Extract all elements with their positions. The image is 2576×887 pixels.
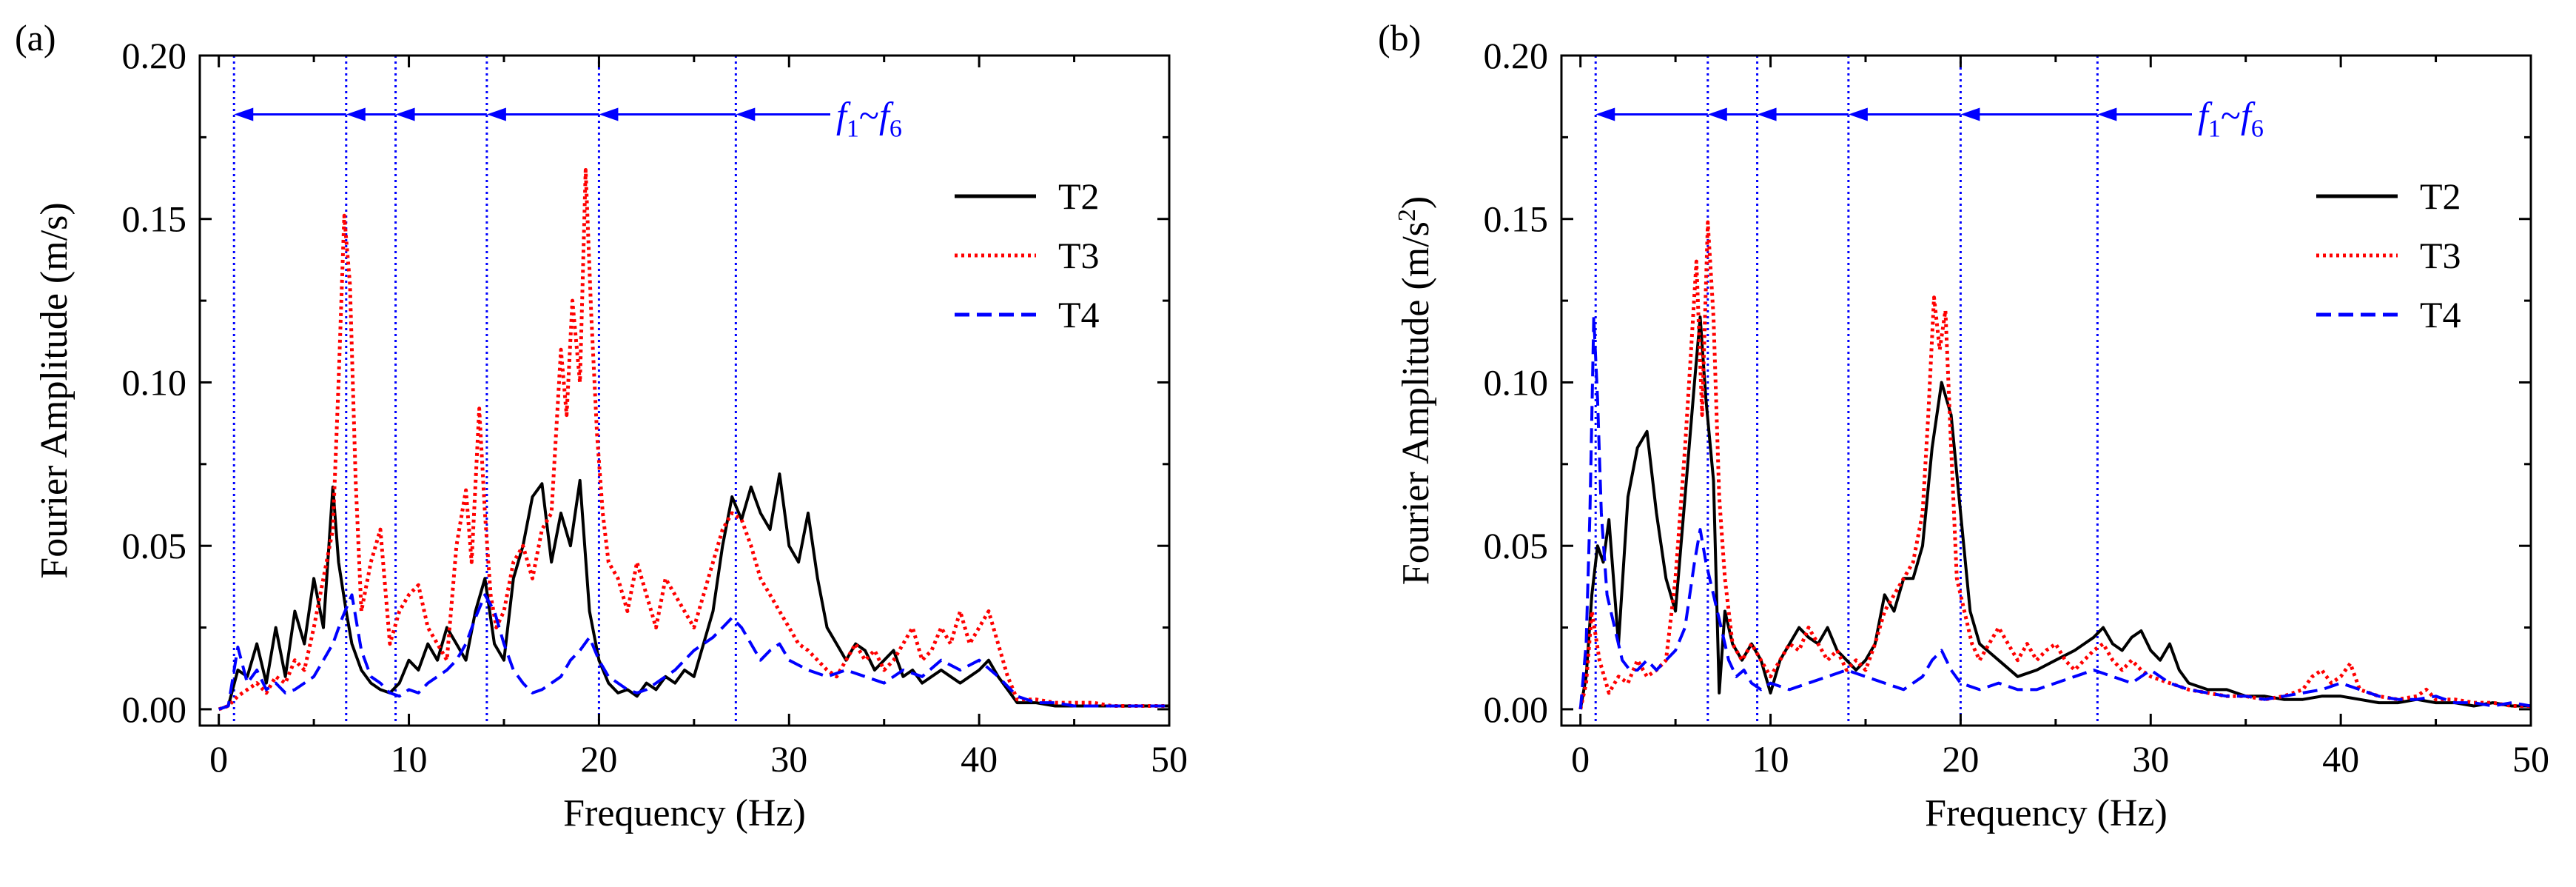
x-tick-label: 0 [209,738,228,780]
y-axis-label-main: Fourier Amplitude (m/s) [33,202,75,578]
mode-arrowhead-6 [2097,107,2117,121]
y-axis-label: Fourier Amplitude (m/s2) [1393,196,1437,585]
x-tick-label: 40 [961,738,998,780]
y-tick-label: 0.15 [122,198,187,240]
mode-label-sub6: 6 [2251,115,2264,142]
y-tick-label: 0.10 [122,361,187,403]
mode-label-tilde: ~ [2221,94,2241,135]
y-axis-label-close: ) [1395,196,1437,209]
x-axis-label: Frequency (Hz) [563,792,806,834]
panel-b: (b) f1~f6 0 10 20 30 40 50 0.00 0.05 0.10 0.15 0.20 F… [1378,17,2549,834]
legend-label-t4: T4 [1058,294,1100,335]
y-axis-label-exponent: 2 [1393,209,1421,221]
legend-label-t4: T4 [2420,294,2461,335]
y-tick-label: 0.00 [1484,689,1549,730]
y-tick-label: 0.00 [122,689,187,730]
mode-label-tilde: ~ [859,94,879,135]
mode-arrowhead-2 [1707,107,1727,121]
mode-label-sub6: 6 [890,115,902,142]
x-tick-label: 20 [580,738,617,780]
x-tick-label: 0 [1571,738,1590,780]
mode-label-sub1: 1 [847,115,859,142]
mode-arrowhead-5 [1960,107,1980,121]
series-line-t2 [1578,315,2531,710]
x-tick-label: 30 [770,738,807,780]
panel-label: (a) [15,17,56,58]
mode-label-sub1: 1 [2208,115,2221,142]
series-line-t4 [218,593,1169,711]
x-tick-label: 10 [391,738,428,780]
series-line-t2 [218,472,1169,711]
y-tick-label: 0.05 [1484,525,1549,566]
y-axis-label-main: Fourier Amplitude (m/s [1395,221,1437,585]
mode-arrowhead-5 [599,107,619,121]
mode-arrowhead-3 [1757,107,1777,121]
legend-label-t2: T2 [2420,175,2461,217]
y-axis-label: Fourier Amplitude (m/s) [33,202,75,578]
series-line-t4 [1578,315,2531,710]
x-tick-label: 40 [2322,738,2359,780]
x-tick-label: 20 [1942,738,1979,780]
mode-range-label: f1~f6 [2198,94,2264,142]
x-axis-label: Frequency (Hz) [1925,792,2168,834]
mode-arrowhead-2 [346,107,366,121]
plot-frame [1560,54,2532,727]
mode-range-label: f1~f6 [836,94,902,142]
plot-frame [198,54,1171,727]
y-tick-label: 0.05 [122,525,187,566]
mode-arrowhead-1 [234,107,254,121]
y-tick-label: 0.15 [1484,198,1549,240]
panel-label: (b) [1378,17,1421,58]
legend-label-t2: T2 [1058,175,1100,217]
x-tick-label: 30 [2132,738,2169,780]
y-tick-label: 0.20 [122,35,187,76]
mode-arrowhead-6 [736,107,756,121]
series-line-t3 [218,168,1169,712]
x-tick-label: 50 [1151,738,1188,780]
series-line-t3 [1578,220,2531,710]
y-tick-label: 0.10 [1484,361,1549,403]
legend-label-t3: T3 [2420,235,2461,276]
mode-arrowhead-3 [395,107,415,121]
y-tick-label: 0.20 [1484,35,1549,76]
mode-arrowhead-4 [1848,107,1868,121]
mode-arrowhead-1 [1595,107,1615,121]
legend-label-t3: T3 [1058,235,1100,276]
x-tick-label: 10 [1752,738,1789,780]
panel-a: (a) f1~f6 0 10 20 30 40 50 0.00 0.05 0.10 0.15 0.20 F… [15,17,1188,834]
mode-arrowhead-4 [486,107,506,121]
x-tick-label: 50 [2512,738,2549,780]
